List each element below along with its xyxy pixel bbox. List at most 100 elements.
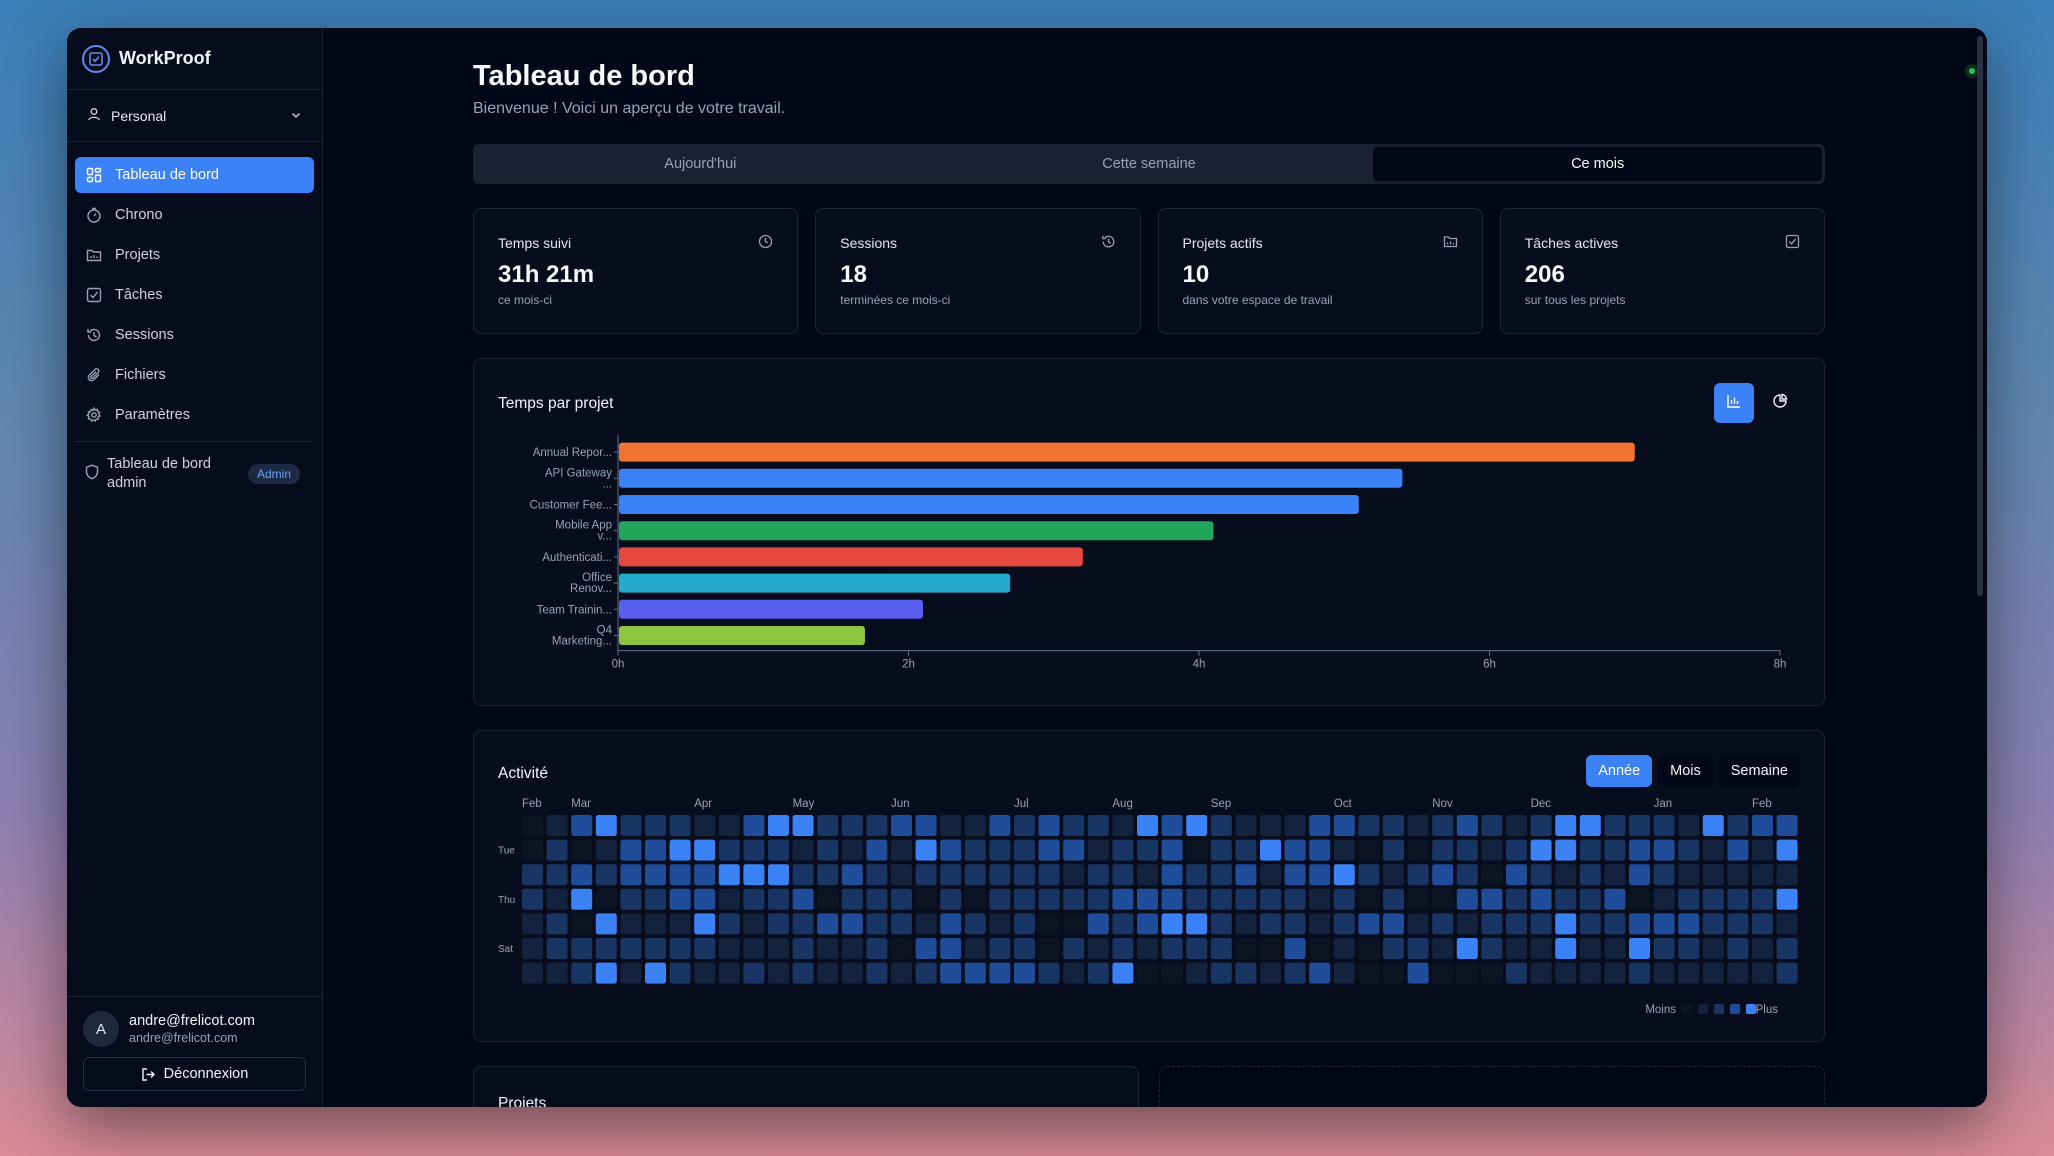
activity-cell[interactable]	[1579, 913, 1601, 935]
activity-cell[interactable]	[1309, 839, 1331, 861]
activity-cell[interactable]	[620, 962, 642, 984]
activity-cell[interactable]	[1333, 864, 1355, 886]
activity-cell[interactable]	[1727, 962, 1749, 984]
activity-cell[interactable]	[1481, 864, 1503, 886]
activity-cell[interactable]	[1087, 913, 1109, 935]
activity-cell[interactable]	[940, 815, 962, 836]
activity-cell[interactable]	[743, 962, 765, 984]
bar[interactable]	[619, 521, 1214, 541]
activity-cell[interactable]	[915, 962, 937, 984]
activity-cell[interactable]	[1653, 839, 1675, 861]
tab-this-week[interactable]: Cette semaine	[1102, 156, 1196, 172]
activity-cell[interactable]	[1678, 888, 1700, 910]
activity-cell[interactable]	[1579, 864, 1601, 886]
activity-cell[interactable]	[1456, 839, 1478, 861]
activity-cell[interactable]	[1604, 864, 1626, 886]
activity-cell[interactable]	[1752, 864, 1773, 886]
activity-cell[interactable]	[1432, 962, 1454, 984]
activity-cell[interactable]	[595, 864, 617, 886]
activity-cell[interactable]	[645, 938, 666, 959]
activity-cell[interactable]	[792, 815, 814, 836]
activity-cell[interactable]	[1653, 815, 1675, 836]
activity-cell[interactable]	[989, 815, 1011, 836]
activity-cell[interactable]	[645, 913, 666, 935]
activity-cell[interactable]	[1063, 913, 1085, 935]
activity-cell[interactable]	[718, 888, 740, 910]
activity-cell[interactable]	[571, 938, 593, 959]
activity-cell[interactable]	[743, 815, 765, 836]
activity-cell[interactable]	[522, 815, 543, 836]
activity-cell[interactable]	[989, 864, 1011, 886]
activity-cell[interactable]	[1776, 913, 1798, 935]
activity-cell[interactable]	[1481, 839, 1503, 861]
activity-cell[interactable]	[1014, 864, 1035, 886]
activity-cell[interactable]	[571, 815, 593, 836]
activity-cell[interactable]	[1653, 938, 1675, 959]
bar[interactable]	[619, 626, 865, 645]
logout-button[interactable]: Déconnexion	[83, 1057, 306, 1091]
activity-cell[interactable]	[1210, 864, 1232, 886]
activity-cell[interactable]	[866, 839, 888, 861]
activity-cell[interactable]	[891, 962, 912, 984]
activity-cell[interactable]	[1702, 888, 1724, 910]
activity-cell[interactable]	[1137, 938, 1158, 959]
activity-cell[interactable]	[1407, 888, 1429, 910]
activity-cell[interactable]	[1309, 888, 1331, 910]
activity-cell[interactable]	[768, 839, 789, 861]
activity-cell[interactable]	[1137, 839, 1158, 861]
activity-cell[interactable]	[841, 864, 863, 886]
activity-cell[interactable]	[595, 913, 617, 935]
activity-cell[interactable]	[989, 962, 1011, 984]
period-year-button[interactable]: Année	[1586, 755, 1653, 787]
activity-cell[interactable]	[1186, 962, 1208, 984]
activity-cell[interactable]	[1776, 815, 1798, 836]
activity-cell[interactable]	[768, 913, 789, 935]
activity-cell[interactable]	[694, 962, 716, 984]
activity-cell[interactable]	[1481, 815, 1503, 836]
activity-cell[interactable]	[1063, 938, 1085, 959]
activity-cell[interactable]	[940, 962, 962, 984]
activity-cell[interactable]	[1456, 888, 1478, 910]
activity-cell[interactable]	[989, 938, 1011, 959]
activity-cell[interactable]	[940, 839, 962, 861]
pie-chart-toggle-button[interactable]	[1760, 383, 1800, 423]
activity-cell[interactable]	[768, 815, 789, 836]
activity-cell[interactable]	[1038, 864, 1060, 886]
activity-cell[interactable]	[1284, 962, 1306, 984]
activity-cell[interactable]	[1309, 815, 1331, 836]
activity-cell[interactable]	[1604, 839, 1626, 861]
activity-cell[interactable]	[841, 962, 863, 984]
activity-cell[interactable]	[964, 864, 986, 886]
activity-cell[interactable]	[1063, 962, 1085, 984]
activity-cell[interactable]	[866, 815, 888, 836]
activity-cell[interactable]	[1752, 913, 1773, 935]
activity-cell[interactable]	[792, 938, 814, 959]
activity-cell[interactable]	[1653, 962, 1675, 984]
bar[interactable]	[619, 442, 1635, 462]
activity-cell[interactable]	[1137, 913, 1158, 935]
activity-cell[interactable]	[1210, 888, 1232, 910]
activity-cell[interactable]	[1678, 938, 1700, 959]
activity-cell[interactable]	[620, 815, 642, 836]
activity-cell[interactable]	[1702, 938, 1724, 959]
activity-cell[interactable]	[694, 938, 716, 959]
activity-cell[interactable]	[1678, 864, 1700, 886]
activity-cell[interactable]	[620, 913, 642, 935]
activity-cell[interactable]	[743, 913, 765, 935]
activity-cell[interactable]	[1579, 839, 1601, 861]
activity-cell[interactable]	[1235, 839, 1257, 861]
activity-cell[interactable]	[1260, 888, 1281, 910]
activity-cell[interactable]	[1555, 938, 1577, 959]
activity-cell[interactable]	[1333, 962, 1355, 984]
activity-cell[interactable]	[1358, 938, 1380, 959]
activity-cell[interactable]	[1358, 839, 1380, 861]
activity-cell[interactable]	[1087, 815, 1109, 836]
activity-cell[interactable]	[1063, 888, 1085, 910]
activity-cell[interactable]	[1604, 815, 1626, 836]
activity-cell[interactable]	[1530, 815, 1552, 836]
activity-cell[interactable]	[1678, 962, 1700, 984]
activity-cell[interactable]	[645, 888, 666, 910]
activity-cell[interactable]	[841, 913, 863, 935]
activity-cell[interactable]	[1358, 815, 1380, 836]
activity-cell[interactable]	[1555, 962, 1577, 984]
